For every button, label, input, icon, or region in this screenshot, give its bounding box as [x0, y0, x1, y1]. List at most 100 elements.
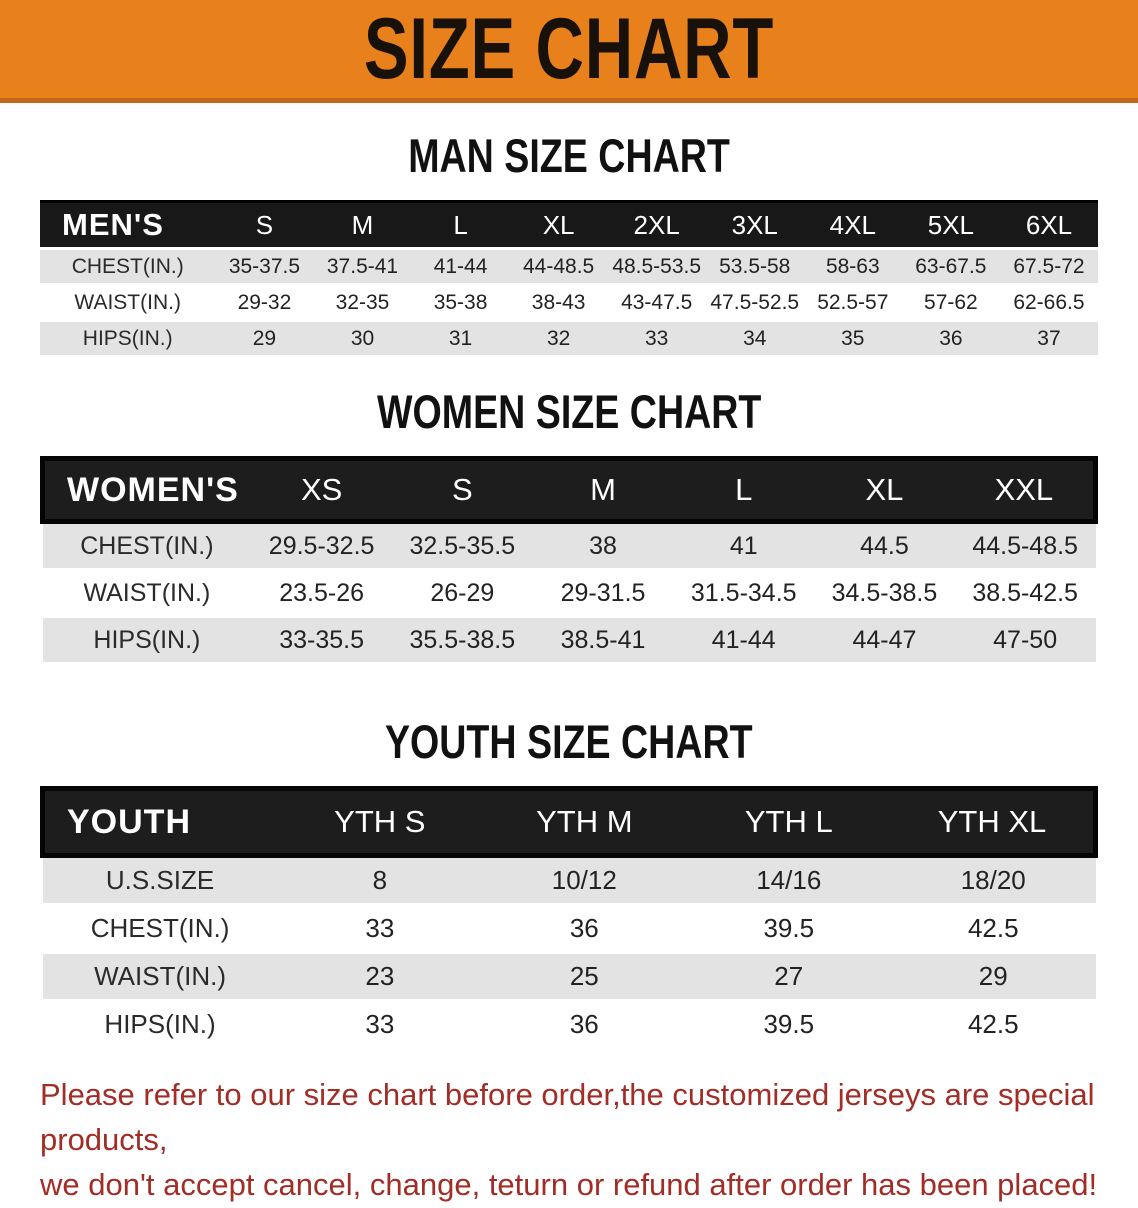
size-value: 10/12: [482, 854, 687, 905]
size-value: 41: [673, 520, 815, 570]
size-value: 30: [313, 319, 412, 355]
size-value: 33-35.5: [251, 615, 392, 662]
size-value: 36: [901, 319, 1000, 355]
table-row: CHEST(IN.) 35-37.5 37.5-41 41-44 44-48.5 48.5…: [40, 247, 1098, 285]
column-header: YTH S: [277, 786, 483, 858]
table-corner-label: MEN'S: [40, 200, 216, 249]
size-value: 38-43: [509, 283, 608, 321]
size-value: 38.5-41: [532, 615, 674, 662]
size-value: 37.5-41: [313, 247, 412, 285]
size-value: 26-29: [391, 568, 533, 617]
column-header: 6XL: [999, 200, 1098, 249]
size-value: 53.5-58: [705, 247, 804, 285]
size-value: 36: [482, 999, 687, 1047]
column-header: YTH XL: [891, 786, 1098, 858]
size-table-header-row: WOMEN'S XS S M L XL XXL: [40, 456, 1098, 524]
size-value: 39.5: [686, 999, 891, 1047]
column-header: 2XL: [607, 200, 706, 249]
size-value: 37: [999, 319, 1098, 355]
size-value: 44-47: [814, 615, 955, 662]
table-row: WAIST(IN.) 23.5-26 26-29 29-31.5 31.5-34.5 34…: [42, 568, 1096, 617]
size-value: 63-67.5: [901, 247, 1000, 285]
size-value: 23: [277, 951, 483, 1001]
column-header: XL: [509, 200, 608, 249]
row-label: HIPS(IN.): [42, 999, 278, 1047]
table-row: HIPS(IN.) 29 30 31 32 33 34 35 36 37: [40, 319, 1098, 355]
size-value: 35-38: [411, 283, 510, 321]
disclaimer-line-2: we don't accept cancel, change, teturn o…: [40, 1166, 1098, 1202]
size-value: 35.5-38.5: [391, 615, 533, 662]
column-header: XXL: [954, 456, 1098, 524]
table-row: CHEST(IN.) 33 36 39.5 42.5: [42, 903, 1096, 953]
size-value: 57-62: [901, 283, 1000, 321]
disclaimer-line-1: Please refer to our size chart before or…: [40, 1077, 1095, 1157]
size-value: 58-63: [803, 247, 902, 285]
size-value: 33: [277, 999, 483, 1047]
section-heading: YOUTH SIZE CHART: [0, 718, 1138, 765]
size-table: YOUTH YTH S YTH M YTH L YTH XL U.S.SIZE 8 10/1…: [39, 786, 1098, 1047]
size-chart-sections: MAN SIZE CHART MEN'S S M L XL 2XL 3XL 4XL 5XL 6XL…: [0, 132, 1138, 1047]
section-heading-text: MAN SIZE CHART: [408, 129, 730, 182]
row-label: HIPS(IN.): [40, 319, 216, 355]
column-header: 3XL: [705, 200, 804, 249]
column-header: YTH M: [482, 786, 687, 858]
row-label: CHEST(IN.): [42, 520, 252, 570]
size-value: 29-32: [215, 283, 314, 321]
size-value: 35: [803, 319, 902, 355]
column-header: L: [673, 456, 815, 524]
banner-title: SIZE CHART: [363, 1, 775, 97]
table-row: U.S.SIZE 8 10/12 14/16 18/20: [42, 854, 1096, 905]
size-value: 44-48.5: [509, 247, 608, 285]
row-label: HIPS(IN.): [42, 615, 252, 662]
size-table: WOMEN'S XS S M L XL XXL CHEST(IN.) 29.5-32.5 32.…: [40, 456, 1098, 662]
table-corner-label: YOUTH: [39, 786, 278, 858]
size-value: 36: [482, 903, 687, 953]
size-table-head: WOMEN'S XS S M L XL XXL: [40, 456, 1098, 524]
table-row: WAIST(IN.) 23 25 27 29: [42, 951, 1096, 1001]
size-chart-section: WOMEN SIZE CHART WOMEN'S XS S M L XL XXL CHEST…: [0, 388, 1138, 662]
table-row: WAIST(IN.) 29-32 32-35 35-38 38-43 43-47.5 47.…: [40, 283, 1098, 321]
column-header: L: [411, 200, 510, 249]
column-header: 4XL: [803, 200, 902, 249]
column-header: 5XL: [901, 200, 1000, 249]
size-value: 32.5-35.5: [391, 520, 533, 570]
size-chart-banner: SIZE CHART: [0, 0, 1138, 103]
table-row: HIPS(IN.) 33 36 39.5 42.5: [42, 999, 1096, 1047]
size-value: 41-44: [673, 615, 815, 662]
size-value: 67.5-72: [999, 247, 1098, 285]
section-heading-text: WOMEN SIZE CHART: [376, 385, 762, 438]
row-label: U.S.SIZE: [42, 854, 278, 905]
size-value: 35-37.5: [215, 247, 314, 285]
column-header: M: [313, 200, 412, 249]
size-value: 47-50: [954, 615, 1096, 662]
size-value: 29.5-32.5: [251, 520, 392, 570]
size-value: 44.5-48.5: [954, 520, 1096, 570]
table-row: HIPS(IN.) 33-35.5 35.5-38.5 38.5-41 41-44 44-…: [42, 615, 1096, 662]
disclaimer: Please refer to our size chart before or…: [40, 1073, 1100, 1208]
size-value: 38: [532, 520, 674, 570]
size-value: 47.5-52.5: [705, 283, 804, 321]
table-row: CHEST(IN.) 29.5-32.5 32.5-35.5 38 41 44.5 44.5…: [42, 520, 1096, 570]
size-value: 42.5: [891, 999, 1096, 1047]
size-value: 48.5-53.5: [607, 247, 706, 285]
size-table: MEN'S S M L XL 2XL 3XL 4XL 5XL 6XL CHEST(IN.) 35-3…: [40, 200, 1098, 355]
size-table-body: U.S.SIZE 8 10/12 14/16 18/20 CHEST(IN.) 33 36 39…: [42, 854, 1096, 1047]
size-table-body: CHEST(IN.) 35-37.5 37.5-41 41-44 44-48.5 48.5…: [40, 247, 1098, 355]
size-table-header-row: MEN'S S M L XL 2XL 3XL 4XL 5XL 6XL: [40, 200, 1098, 249]
row-label: CHEST(IN.): [40, 247, 216, 285]
row-label: WAIST(IN.): [42, 951, 278, 1001]
column-header: S: [391, 456, 533, 524]
size-chart-section: MAN SIZE CHART MEN'S S M L XL 2XL 3XL 4XL 5XL 6XL…: [0, 132, 1138, 355]
size-value: 52.5-57: [803, 283, 902, 321]
size-value: 38.5-42.5: [954, 568, 1096, 617]
size-value: 33: [607, 319, 706, 355]
column-header: M: [532, 456, 674, 524]
size-value: 34: [705, 319, 804, 355]
size-value: 25: [482, 951, 687, 1001]
size-value: 14/16: [686, 854, 891, 905]
row-label: CHEST(IN.): [42, 903, 278, 953]
row-label: WAIST(IN.): [42, 568, 252, 617]
size-value: 32: [509, 319, 608, 355]
size-value: 44.5: [814, 520, 955, 570]
table-corner-label: WOMEN'S: [40, 456, 252, 524]
